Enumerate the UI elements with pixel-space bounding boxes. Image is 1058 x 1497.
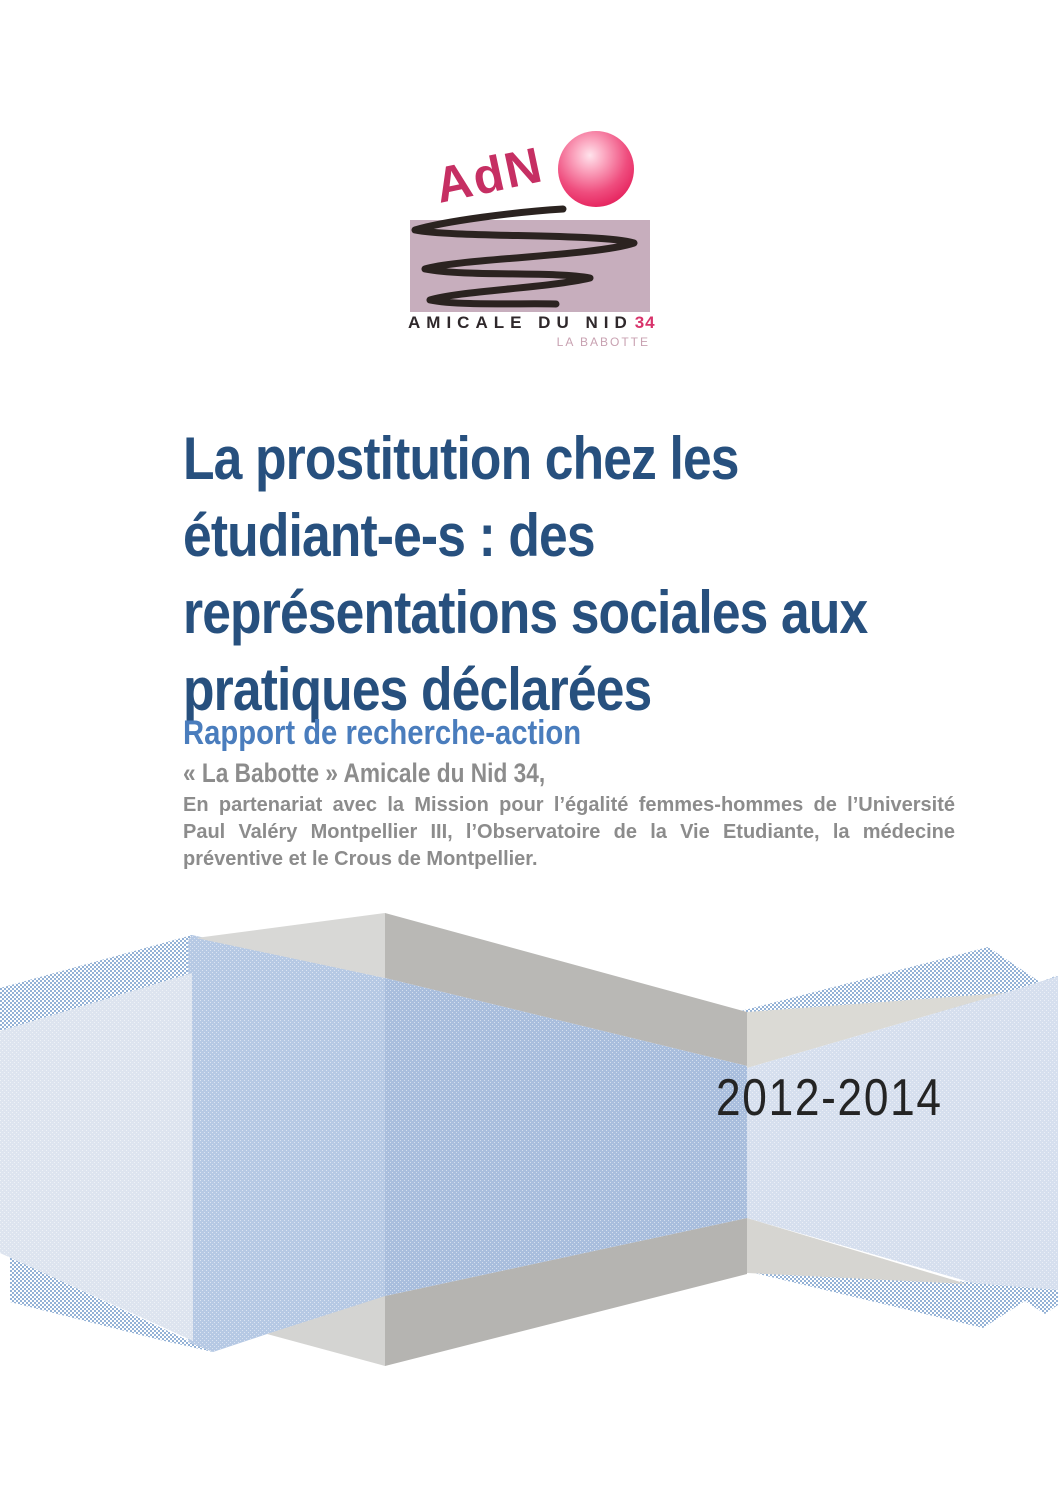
banner-hatch-mountain-right [733, 947, 1058, 1013]
report-period: 2012-2014 [716, 1069, 943, 1127]
banner-panel-left [0, 973, 193, 1341]
logo-org-name-line: AMICALE DU NID 34 [408, 313, 656, 333]
banner-wedge-right-gray [747, 993, 1005, 1068]
banner-floor-light-face [267, 1296, 385, 1366]
banner-hatch-fringe-bottom-right [750, 1272, 1058, 1328]
banner-hatch-fringe-bottom-left [10, 1257, 213, 1352]
partnership-text: En partenariat avec la Mission pour l’ég… [183, 794, 955, 870]
banner-strip-panel [188, 935, 385, 1352]
title-line-1: La prostitution chez les [183, 425, 739, 492]
banner-panel-left-texture [0, 973, 193, 1341]
logo-org-name: AMICALE DU NID [408, 313, 633, 332]
report-title: La prostitution chez les étudiant-e-s : … [183, 420, 1043, 728]
banner-hatch-band-top-left [0, 935, 192, 1032]
author-byline: « La Babotte » Amicale du Nid 34, [183, 758, 546, 788]
banner-panel-middle-texture [385, 978, 747, 1296]
banner-panel-middle [385, 978, 747, 1296]
logo-scribble-icon [411, 205, 638, 308]
title-line-2: étudiant-e-s : des [183, 502, 596, 569]
banner-panel-right-texture [747, 976, 1058, 1290]
logo-org-number: 34 [634, 313, 656, 332]
organization-logo: AdN AMICALE DU NID 34 LA BABOTTE [0, 0, 1058, 380]
logo-sub-name: LA BABOTTE [556, 335, 650, 349]
banner-floor-dark-face [385, 1218, 747, 1366]
banner-roof-light-face [196, 913, 385, 978]
banner-strip-panel-texture [188, 935, 385, 1352]
banner-tail-right-gray [747, 1218, 967, 1284]
title-line-4: pratiques déclarées [183, 656, 652, 723]
logo-pink-ball-icon [558, 131, 634, 207]
title-line-3: représentations sociales aux [183, 579, 868, 646]
report-subtitle: Rapport de recherche-action [183, 714, 582, 752]
banner-panel-right [747, 976, 1058, 1290]
banner-roof-dark-face [385, 913, 747, 1066]
